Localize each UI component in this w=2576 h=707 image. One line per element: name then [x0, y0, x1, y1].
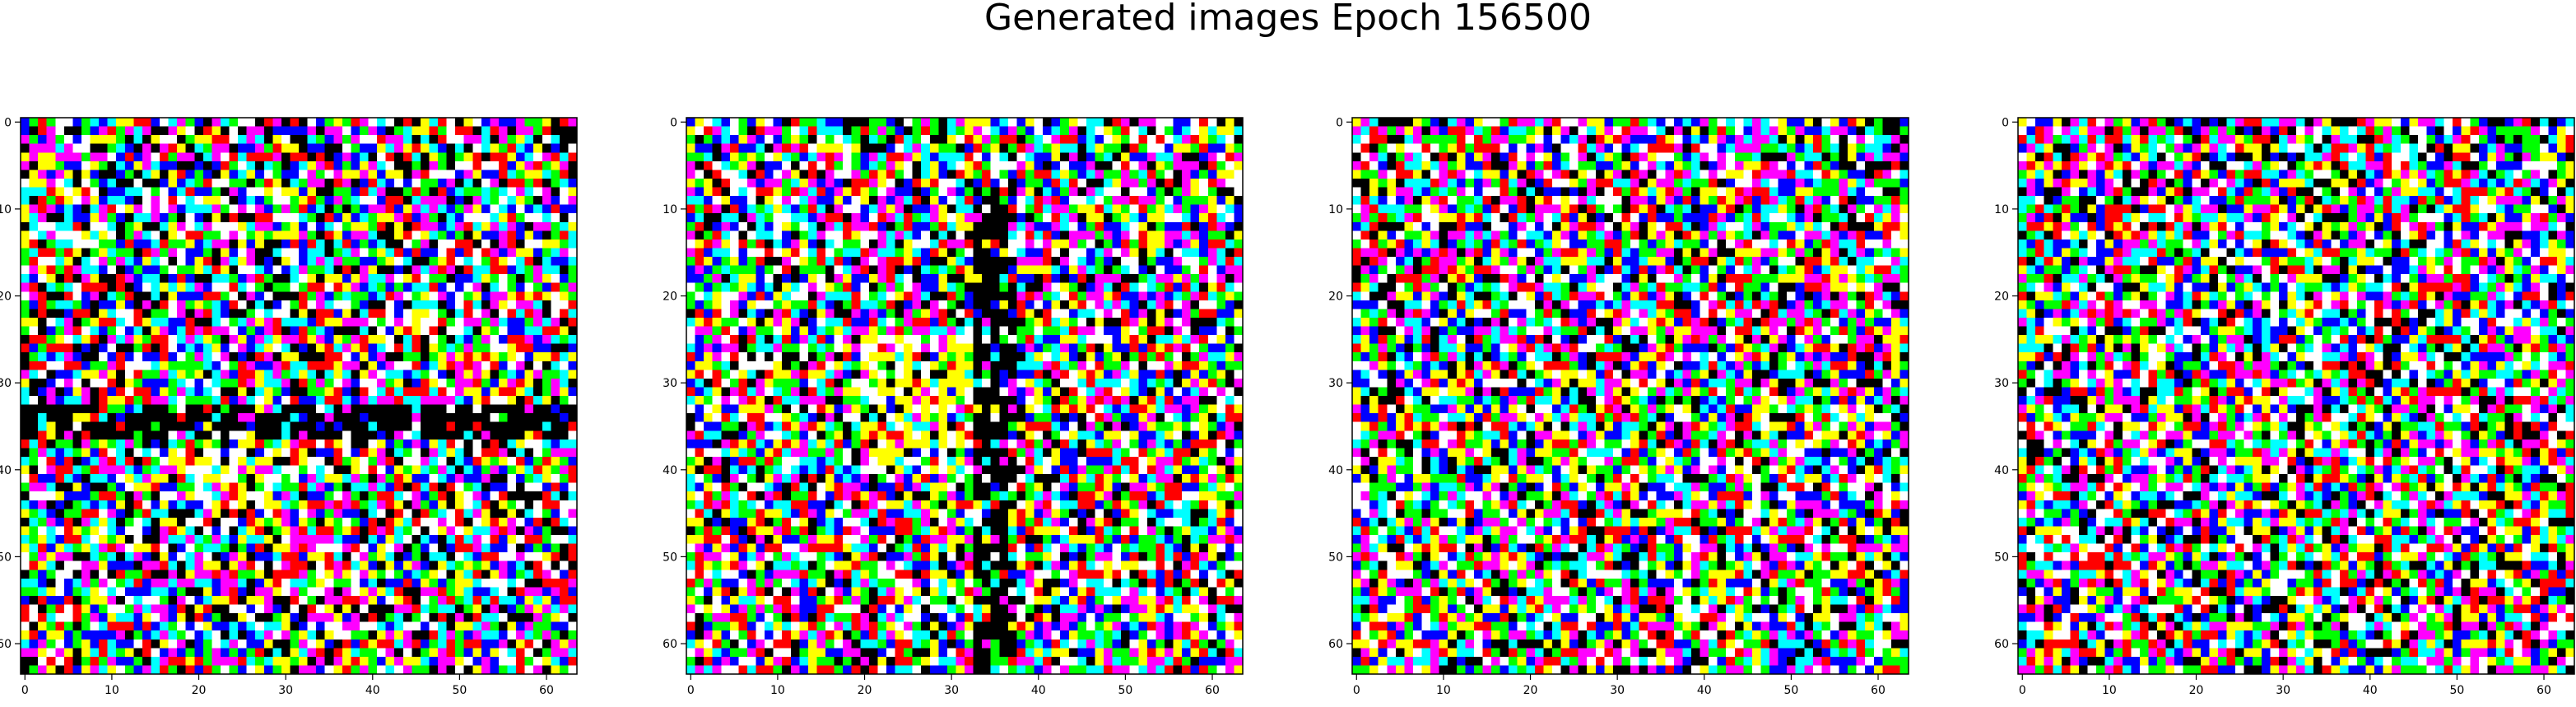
y-tick-label: 0	[670, 116, 677, 129]
y-tick-label: 30	[1328, 377, 1343, 390]
image-panel-4: 0 10 20 30 40 50 60 0 10 20 30 40 50 60	[2018, 118, 2574, 676]
y-tick-label: 10	[663, 203, 677, 216]
y-tick-label: 50	[663, 551, 677, 564]
y-tick-label: 0	[1336, 116, 1343, 129]
y-tick-label: 20	[0, 291, 12, 304]
y-tick-label: 30	[663, 377, 677, 390]
y-tick-label: 10	[1328, 203, 1343, 216]
axes-frame	[21, 118, 577, 674]
y-tick-label: 40	[663, 464, 677, 477]
axes-frame	[1352, 118, 1909, 674]
y-tick-label: 40	[1994, 464, 2009, 477]
y-tick-label: 0	[4, 116, 12, 129]
image-panel-2: 0 10 20 30 40 50 60 0 10 20 30 40 50 60	[686, 118, 1243, 676]
y-tick-label: 10	[0, 203, 12, 216]
y-tick-label: 60	[0, 638, 12, 651]
y-tick-label: 50	[0, 551, 12, 564]
figure-title: Generated images Epoch 156500	[0, 0, 2576, 38]
y-tick-label: 10	[1994, 203, 2009, 216]
y-tick-label: 40	[0, 464, 12, 477]
y-tick-label: 60	[1328, 638, 1343, 651]
axes-frame	[686, 118, 1243, 674]
y-tick-label: 20	[1328, 291, 1343, 304]
image-panel-1: 0 10 20 30 40 50 60 0 10 20 30 40 50 60	[21, 118, 577, 676]
axes-frame	[2018, 118, 2574, 674]
y-tick-label: 20	[663, 291, 677, 304]
y-tick-label: 30	[0, 377, 12, 390]
y-tick-label: 30	[1994, 377, 2009, 390]
y-tick-label: 40	[1328, 464, 1343, 477]
y-tick-label: 20	[1994, 291, 2009, 304]
y-tick-label: 60	[663, 638, 677, 651]
y-tick-label: 60	[1994, 638, 2009, 651]
y-tick-label: 50	[1994, 551, 2009, 564]
y-tick-label: 0	[2002, 116, 2009, 129]
image-panel-3: 0 10 20 30 40 50 60 0 10 20 30 40 50 60	[1352, 118, 1909, 676]
y-tick-label: 50	[1328, 551, 1343, 564]
